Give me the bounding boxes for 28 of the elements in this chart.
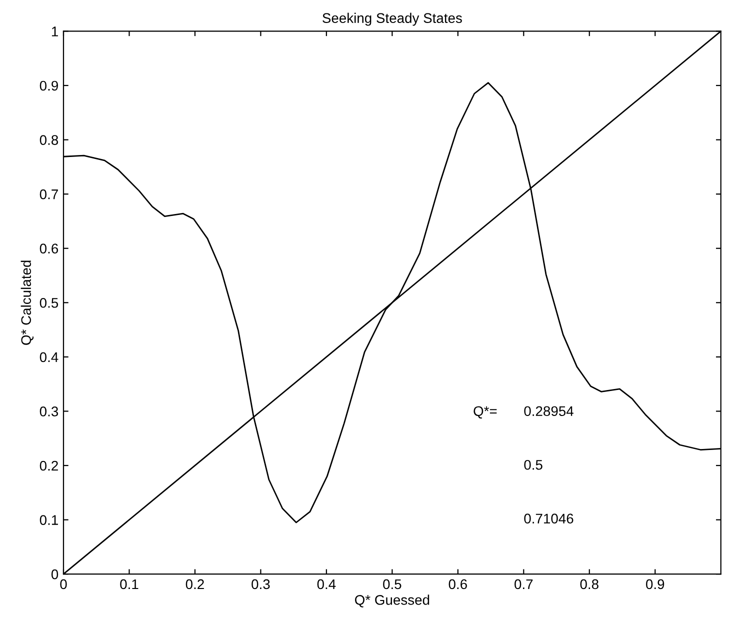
x-axis-title: Q* Guessed	[355, 594, 430, 608]
annotation: 0.5	[524, 460, 542, 470]
y-tick-label: 0.9	[40, 80, 58, 91]
annotation: 0.71046	[524, 514, 574, 524]
y-tick-label: 0.7	[40, 189, 58, 200]
annotation: 0.28954	[524, 406, 574, 416]
x-tick-label: 0.2	[186, 579, 204, 590]
y-tick-label: 0.8	[40, 135, 58, 145]
x-tick-label: 0.8	[580, 579, 598, 590]
y-axis-title: Q* Calculated	[20, 260, 34, 345]
x-tick-label: 0.1	[120, 579, 138, 590]
x-tick-label: 0.4	[317, 579, 336, 590]
x-tick-label: 0.9	[646, 579, 664, 590]
y-tick-label: 0.2	[40, 460, 58, 471]
y-tick-label: 0.3	[40, 406, 58, 416]
y-tick-label: 0.6	[40, 244, 58, 254]
x-tick-label: 0.3	[252, 579, 270, 590]
y-tick-label: 0.1	[40, 515, 58, 525]
x-tick-label: 0	[60, 579, 67, 590]
y-tick-label: 0	[51, 569, 58, 580]
x-tick-label: 0.6	[448, 579, 467, 590]
y-tick-label: 0.4	[40, 352, 58, 362]
y-tick-label: 0.5	[40, 298, 58, 308]
x-tick-label: 0.5	[383, 579, 402, 590]
chart-title: Seeking Steady States	[322, 12, 462, 26]
x-tick-label: 0.7	[514, 579, 533, 590]
y-tick-label: 1	[52, 26, 58, 36]
annotation: Q*=	[474, 406, 497, 419]
